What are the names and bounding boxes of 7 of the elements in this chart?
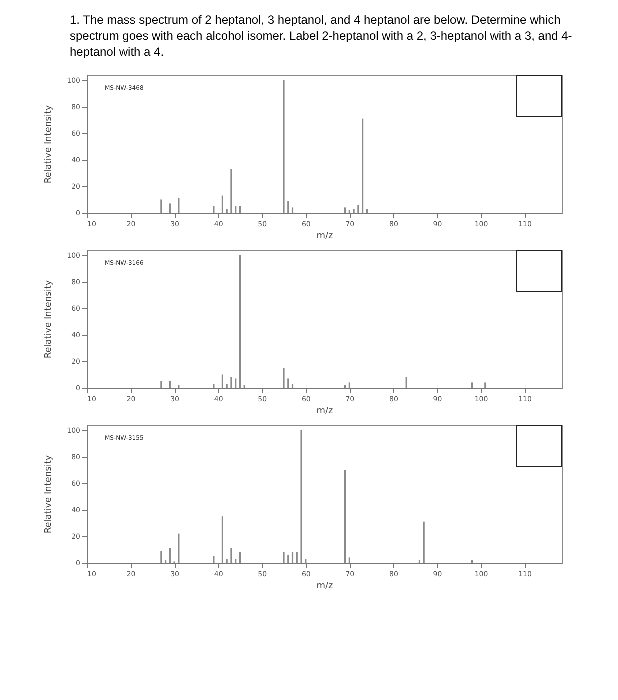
y-axis-title: Relative Intensity: [44, 104, 54, 184]
chart-title: 1. The mass spectrum of 2 heptanol, 3 heptanol, and 4 heptanol are below. Determine which spectrum goes with each alcohol isomer. Label 2-heptanol with a 2, 3-heptanol with a 3, and 4-heptanol with a 4.: [69, 12, 574, 61]
x-axis-title: m/z: [316, 582, 334, 592]
y-axis-title: Relative Intensity: [44, 280, 54, 359]
x-axis-title: m/z: [316, 232, 334, 242]
x-axis-title: m/z: [316, 406, 334, 416]
y-axis-title: Relative Intensity: [44, 454, 54, 534]
